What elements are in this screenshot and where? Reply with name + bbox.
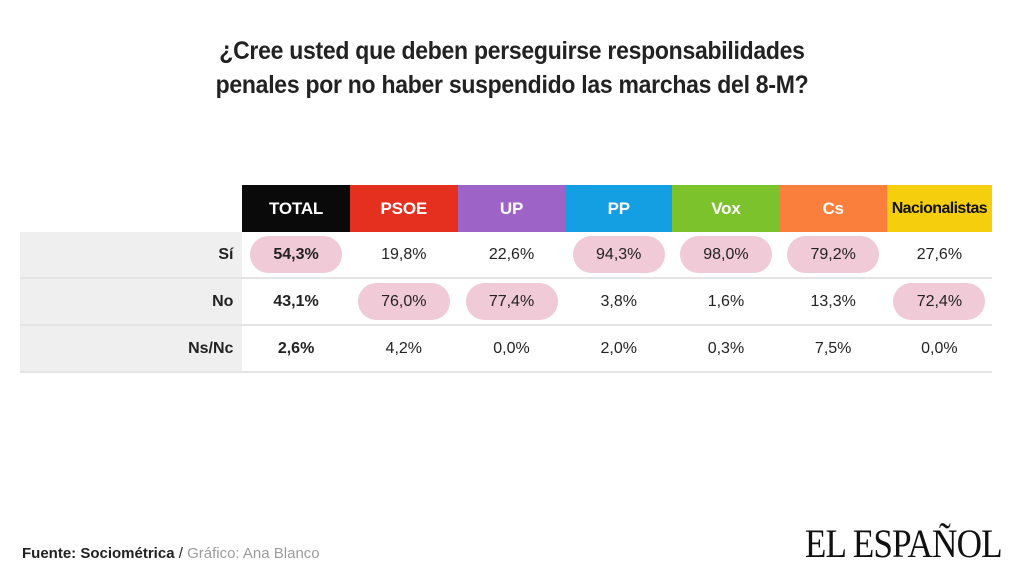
graphic-credit: Gráfico: Ana Blanco	[187, 545, 320, 562]
cell-no-nacionalistas: 72,4%	[886, 278, 992, 326]
value-label: 27,6%	[916, 246, 963, 263]
value-label: 98,0%	[679, 236, 772, 273]
cell-si-pp: 94,3%	[565, 232, 673, 279]
row-label: Ns/Nc	[20, 325, 243, 373]
column-header-psoe: PSOE	[349, 185, 458, 232]
value-label: 54,3%	[250, 236, 343, 273]
value-label: 7,5%	[814, 340, 852, 357]
cell-ns-nc-vox: 0,3%	[672, 325, 780, 373]
cell-si-up: 22,6%	[457, 232, 566, 279]
value-label: 0,0%	[921, 340, 958, 357]
value-label: 2,0%	[600, 340, 637, 357]
cell-ns-nc-up: 0,0%	[457, 325, 566, 373]
cell-ns-nc-pp: 2,0%	[565, 325, 673, 373]
cell-no-psoe: 76,0%	[349, 278, 458, 326]
cell-si-psoe: 19,8%	[349, 232, 458, 279]
column-header-up: UP	[457, 185, 566, 232]
row-label: No	[20, 278, 243, 326]
table-row-ns-nc: Ns/Nc 2,6% 4,2% 0,0% 2,0% 0,3% 7,5% 0,0%	[20, 325, 992, 373]
header-row: TOTAL PSOE UP PP Vox Cs Nacionalistas	[20, 185, 992, 232]
cell-ns-nc-total: 2,6%	[242, 325, 350, 373]
chart-title-line-2: penales por no haber suspendido las marc…	[215, 71, 809, 99]
value-label: 94,3%	[572, 236, 665, 273]
value-label: 13,3%	[810, 293, 856, 310]
cell-si-total: 54,3%	[242, 232, 350, 279]
table-row-si: Sí 54,3% 19,8% 22,6% 94,3% 98,0% 79,2% 27,6%	[20, 232, 992, 279]
value-label: 22,6%	[488, 246, 535, 263]
header-blank-cell	[20, 185, 242, 232]
cell-no-pp: 3,8%	[565, 278, 673, 326]
value-label: 1,6%	[707, 293, 745, 310]
column-header-nacionalistas: Nacionalistas	[886, 185, 992, 232]
value-label: 77,4%	[465, 283, 558, 320]
footer-source: Fuente: Sociométrica / Gráfico: Ana Blan…	[22, 545, 320, 562]
column-header-cs: Cs	[779, 185, 887, 232]
cell-no-total: 43,1%	[242, 278, 350, 326]
value-label: 0,3%	[707, 340, 745, 357]
source-label: Fuente: Sociométrica	[22, 545, 175, 562]
table-row-no: No 43,1% 76,0% 77,4% 3,8% 1,6% 13,3% 72,4%	[20, 278, 992, 326]
column-header-vox: Vox	[672, 185, 780, 232]
cell-ns-nc-psoe: 4,2%	[349, 325, 458, 373]
cell-no-vox: 1,6%	[672, 278, 780, 326]
value-label: 4,2%	[385, 340, 423, 357]
source-separator: /	[174, 545, 188, 562]
value-label: 3,8%	[600, 293, 637, 310]
value-label: 79,2%	[787, 236, 880, 273]
cell-si-vox: 98,0%	[672, 232, 780, 279]
column-header-total: TOTAL	[242, 185, 350, 232]
column-header-pp: PP	[565, 185, 673, 232]
value-label: 72,4%	[893, 283, 986, 320]
el-espanol-logo: EL ESPAÑOL	[805, 521, 1003, 566]
value-label: 0,0%	[493, 340, 530, 357]
value-label: 43,1%	[273, 293, 319, 310]
cell-no-cs: 13,3%	[779, 278, 887, 326]
value-label: 76,0%	[357, 283, 450, 320]
table-body: Sí 54,3% 19,8% 22,6% 94,3% 98,0% 79,2% 27,6% No 4…	[20, 232, 992, 373]
chart-title: ¿Cree usted que deben perseguirse respon…	[41, 34, 983, 102]
cell-ns-nc-cs: 7,5%	[779, 325, 887, 373]
cell-ns-nc-nacionalistas: 0,0%	[886, 325, 992, 373]
row-label: Sí	[20, 232, 243, 279]
cell-no-up: 77,4%	[457, 278, 566, 326]
value-label: 19,8%	[381, 246, 427, 263]
value-label: 2,6%	[277, 340, 315, 357]
cell-si-nacionalistas: 27,6%	[886, 232, 992, 279]
cell-si-cs: 79,2%	[779, 232, 887, 279]
results-table: TOTAL PSOE UP PP Vox Cs Nacionalistas Sí…	[20, 185, 992, 373]
chart-title-line-1: ¿Cree usted que deben perseguirse respon…	[219, 37, 805, 65]
